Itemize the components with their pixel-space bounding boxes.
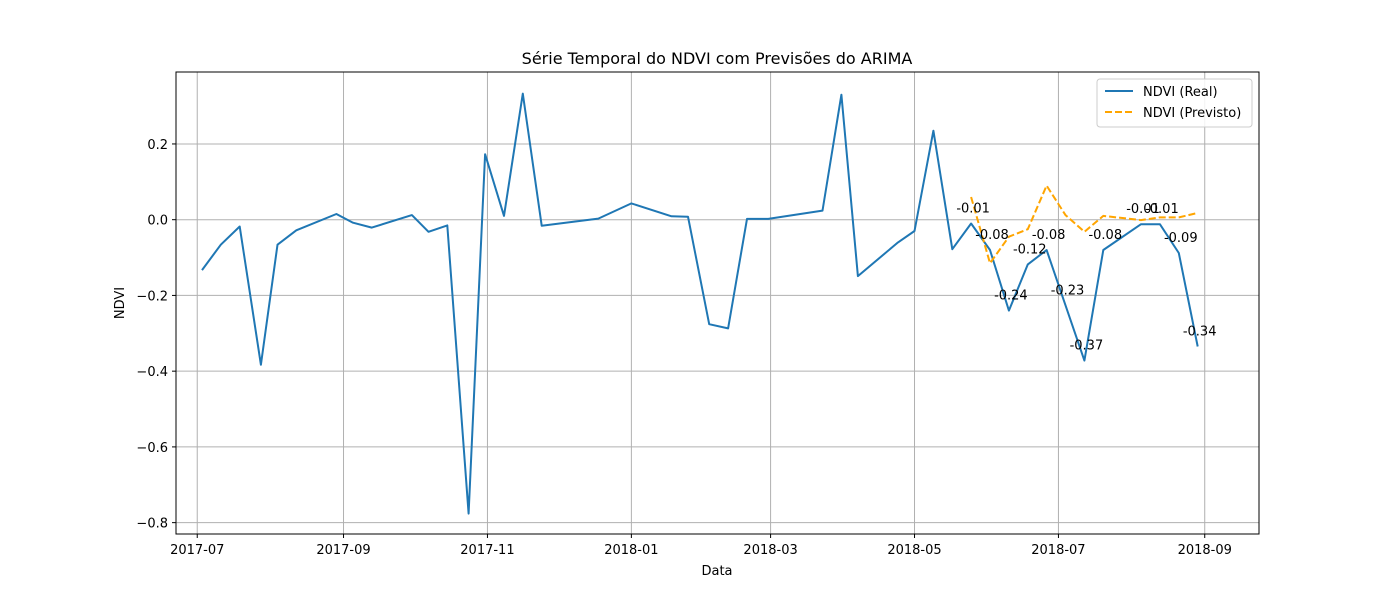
- series-layer: [201, 92, 1199, 515]
- x-tick-label: 2017-11: [460, 543, 514, 558]
- legend-box: [1096, 78, 1253, 128]
- y-tick-label: −0.6: [136, 441, 168, 456]
- legend-entry-label: NDVI (Real): [1143, 85, 1218, 100]
- legend-entry-label: NDVI (Previsto): [1143, 106, 1241, 121]
- data-label: -0.23: [1051, 283, 1085, 298]
- x-tick-label: 2017-07: [170, 543, 224, 558]
- x-tick-label: 2018-09: [1178, 543, 1232, 558]
- data-labels: -0.01-0.08-0.24-0.12-0.08-0.23-0.37-0.08…: [956, 201, 1216, 353]
- plot-frame: [175, 71, 1260, 535]
- series-line-real: [201, 92, 1199, 515]
- grid-lines: [176, 72, 1259, 534]
- data-label: -0.12: [1013, 242, 1047, 257]
- x-tick-label: 2018-01: [604, 543, 658, 558]
- x-tick-label: 2018-03: [743, 543, 797, 558]
- data-label: -0.24: [994, 289, 1028, 304]
- y-tick-label: −0.4: [136, 365, 168, 380]
- data-label: -0.01: [1126, 202, 1160, 217]
- legend: NDVI (Real) NDVI (Previsto): [1096, 78, 1253, 128]
- series-line-forecast: [970, 184, 1198, 265]
- x-axis-label: Data: [701, 564, 732, 579]
- x-tick-label: 2018-05: [887, 543, 941, 558]
- y-tick-label: 0.0: [147, 214, 168, 229]
- chart-title: Série Temporal do NDVI com Previsões do …: [522, 49, 913, 68]
- data-label: -0.08: [1088, 228, 1122, 243]
- x-tick-label: 2018-07: [1031, 543, 1085, 558]
- data-label: -0.01: [1145, 202, 1179, 217]
- x-tick-label: 2017-09: [316, 543, 370, 558]
- data-label: -0.34: [1183, 325, 1217, 340]
- data-label: -0.01: [956, 201, 990, 216]
- y-axis-label: NDVI: [113, 287, 128, 319]
- y-tick-label: 0.2: [147, 138, 168, 153]
- data-label: -0.08: [1032, 228, 1066, 243]
- y-tick-label: −0.8: [136, 517, 168, 532]
- axis-ticks: 2017-07 2017-09 2017-11 2018-01 2018-03 2018-…: [136, 138, 1231, 558]
- y-tick-label: −0.2: [136, 289, 168, 304]
- data-label: -0.37: [1070, 339, 1104, 354]
- data-label: -0.08: [975, 228, 1009, 243]
- data-label: -0.09: [1164, 231, 1198, 246]
